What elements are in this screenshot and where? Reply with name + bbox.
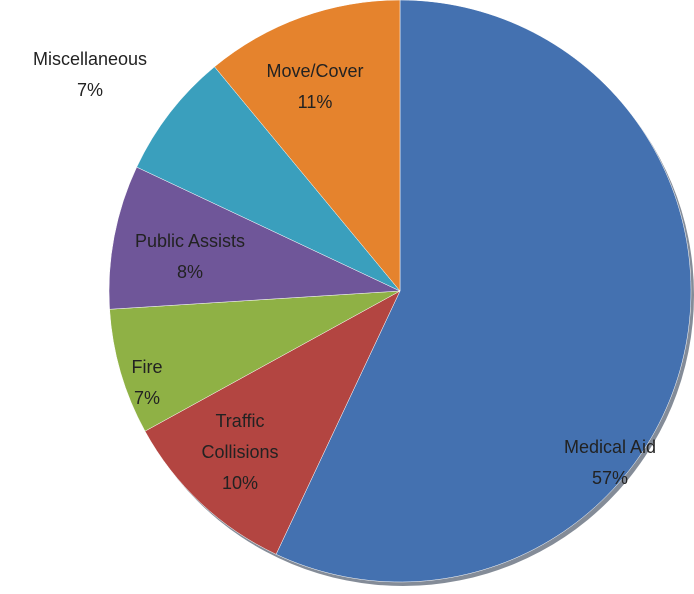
pie-slice — [144, 290, 401, 555]
category-name: Move/Cover — [266, 61, 364, 81]
percent-label: 57% — [591, 468, 629, 488]
slice-label: Traffic Collisions 10% — [185, 406, 295, 499]
slice-label: Public Assists 8% — [105, 226, 275, 288]
percent-label: 10% — [221, 473, 259, 493]
slice-label: Fire 7% — [97, 352, 197, 414]
pie-slice — [108, 166, 401, 310]
percent-label: 7% — [76, 80, 103, 100]
category-name: Medical Aid — [563, 437, 657, 457]
pie-slice — [214, 0, 401, 292]
slice-label: Miscellaneous 7% — [10, 44, 170, 106]
percent-label: 11% — [297, 92, 333, 112]
slice-label: Medical Aid 57% — [530, 432, 690, 494]
slice-label: Move/Cover 11% — [245, 56, 385, 118]
category-name: Miscellaneous — [32, 49, 148, 69]
category-name: Fire — [131, 357, 163, 377]
pie-slice — [275, 0, 692, 583]
category-name: Public Assists — [134, 231, 246, 251]
percent-label: 7% — [133, 388, 160, 408]
pie-slice — [136, 66, 401, 292]
pie-slice — [109, 290, 401, 432]
percent-label: 8% — [176, 262, 203, 282]
category-name: Traffic Collisions — [201, 411, 279, 462]
